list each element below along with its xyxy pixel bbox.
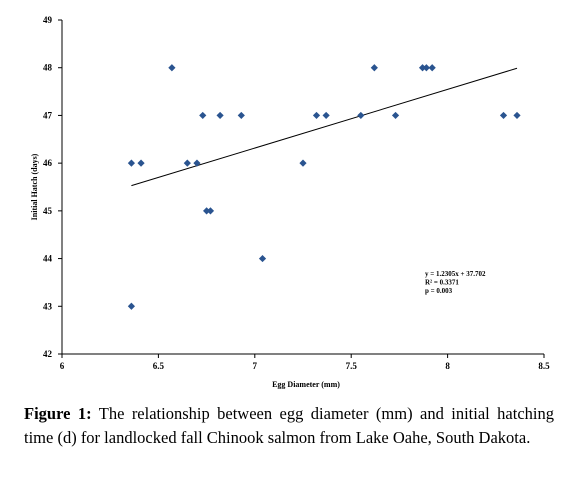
- regression-annotation: R² = 0.3371: [425, 279, 459, 287]
- data-point: [193, 159, 201, 167]
- y-tick-label: 47: [43, 110, 53, 120]
- data-point: [312, 111, 321, 120]
- data-point: [299, 159, 307, 167]
- y-tick-label: 49: [43, 15, 53, 25]
- data-point: [391, 111, 400, 120]
- data-points: [127, 64, 521, 310]
- y-tick-label: 48: [43, 63, 53, 73]
- data-point: [370, 64, 378, 72]
- y-tick-label: 43: [43, 301, 53, 311]
- x-tick-label: 8: [445, 361, 450, 371]
- x-tick-label: 6.5: [153, 361, 165, 371]
- data-point: [428, 64, 436, 72]
- trendline: [131, 67, 518, 187]
- x-tick-label: 7.5: [346, 361, 358, 371]
- data-point: [258, 254, 267, 263]
- data-point: [127, 302, 136, 310]
- data-point: [137, 159, 145, 167]
- x-axis-ticks: 6 6.5 7 7.5 8 8.5: [60, 354, 550, 371]
- figure-caption: Figure 1: The relationship between egg d…: [24, 402, 554, 450]
- regression-annotation: y = 1.2305x + 37.702: [425, 270, 486, 278]
- data-point: [168, 64, 176, 72]
- data-point: [127, 159, 136, 167]
- data-point: [513, 111, 521, 120]
- data-point: [206, 207, 215, 215]
- y-tick-label: 46: [43, 158, 53, 168]
- x-tick-label: 7: [253, 361, 258, 371]
- y-tick-label: 42: [43, 349, 53, 359]
- y-axis-title: Initial Hatch (days): [30, 153, 39, 220]
- chart-axes: [61, 20, 544, 355]
- x-tick-label: 8.5: [538, 361, 550, 371]
- trendline-group: [131, 67, 518, 187]
- regression-annotation: p = 0.003: [425, 287, 453, 295]
- data-point: [237, 111, 245, 120]
- y-axis-ticks: 42 43 44 45 46 47 48 49: [43, 15, 62, 359]
- chart-svg: 6 6.5 7 7.5 8 8.5 42 43 44 45 46 47 48 49 y = 1.2305…: [30, 15, 550, 389]
- x-tick-label: 6: [60, 361, 65, 371]
- data-point: [499, 111, 508, 120]
- y-tick-label: 44: [43, 254, 53, 264]
- data-point: [199, 111, 207, 120]
- x-axis-title: Egg Diameter (mm): [272, 380, 340, 389]
- caption-label: Figure 1:: [24, 404, 92, 423]
- data-point: [203, 207, 211, 215]
- scatter-chart: 6 6.5 7 7.5 8 8.5 42 43 44 45 46 47 48 49 y = 1.2305…: [30, 15, 550, 389]
- data-point: [322, 111, 330, 120]
- caption-text: The relationship between egg diameter (m…: [24, 404, 554, 447]
- data-point: [183, 159, 191, 167]
- data-point: [418, 64, 427, 72]
- y-tick-label: 45: [43, 206, 53, 216]
- data-point: [422, 64, 430, 72]
- data-point: [357, 111, 365, 120]
- data-point: [216, 111, 224, 120]
